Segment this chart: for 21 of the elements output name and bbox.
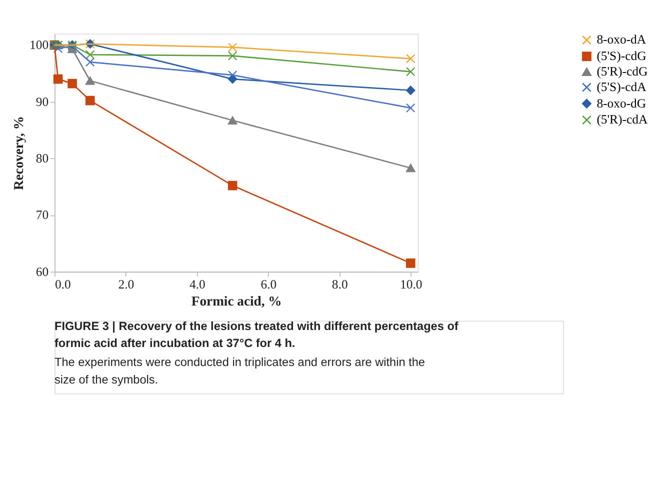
y-tick-label: 100 — [30, 38, 49, 52]
legend-label: 8-oxo-dG — [596, 96, 646, 110]
legend-label: (5'R)-cdG — [596, 64, 648, 78]
y-tick-label: 80 — [36, 151, 49, 166]
y-tick-label: 90 — [36, 94, 49, 109]
y-axis-title: Recovery, % — [11, 116, 26, 190]
caption: FIGURE 3 | Recovery of the lesions treated with different percentages of formic acid after incubation at 37°C for 4 h. — [54, 318, 458, 350]
x-tick-label: 2.0 — [118, 277, 134, 292]
x-tick-label: 10.0 — [400, 277, 422, 292]
y-tick-label: 70 — [36, 208, 49, 222]
legend-label: (5'S)-cdA — [596, 80, 648, 94]
x-tick-label: 6.0 — [260, 277, 277, 292]
text: The experiments were conducted in triplicates and errors are within the size of the symbols. — [54, 355, 426, 386]
y-tick-label: 60 — [36, 264, 49, 279]
legend-label: (5'S)-cdG — [596, 49, 646, 64]
x-tick-label: 0.0 — [54, 277, 71, 292]
legend-label: 8-oxo-dA — [596, 32, 647, 47]
x-axis-title: Formic acid, % — [191, 294, 282, 309]
x-tick-label: 8.0 — [332, 277, 348, 292]
x-tick-label: 4.0 — [189, 277, 206, 292]
legend-label: (5'R)-cdA — [596, 112, 648, 127]
